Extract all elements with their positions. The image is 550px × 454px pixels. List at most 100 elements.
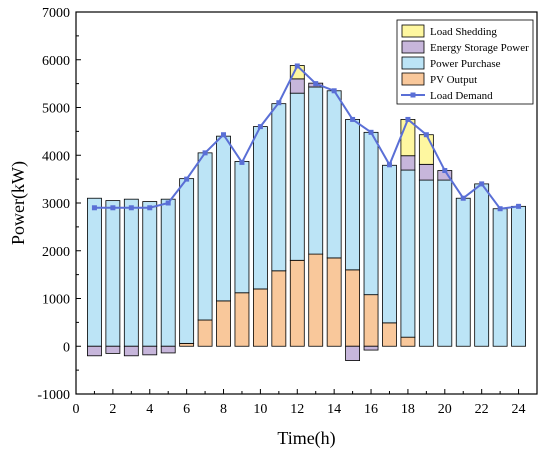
load-demand-point-t10 (257, 124, 263, 130)
load-demand-point-t5 (165, 200, 171, 206)
bar-pv-output-t7 (197, 319, 213, 347)
bar-energy-storage-power-t3 (123, 345, 139, 357)
y-axis-title: Power(kW) (8, 161, 29, 245)
bar-load-shedding-t18 (400, 119, 416, 157)
bar-power-purchase-t19 (418, 179, 434, 347)
bar-pv-output-t14 (326, 257, 342, 347)
bar-power-purchase-t23 (492, 208, 508, 347)
y-tick-label: 2000 (42, 245, 70, 260)
bar-power-purchase-t9 (234, 161, 250, 294)
y-tick-label: 1000 (42, 293, 70, 308)
load-demand-point-t18 (405, 116, 411, 122)
bar-power-purchase-t24 (511, 205, 526, 347)
load-demand-line-layer (91, 63, 522, 212)
legend-swatch-pv-output (401, 72, 425, 86)
x-tick-label: 14 (327, 402, 341, 417)
bar-energy-storage-power-t2 (105, 345, 121, 354)
bar-power-purchase-t8 (216, 135, 231, 302)
bar-pv-output-t9 (234, 292, 250, 347)
load-demand-point-t9 (239, 159, 245, 165)
load-demand-point-t2 (110, 205, 116, 211)
load-demand-point-t7 (202, 150, 208, 156)
bar-energy-storage-power-t1 (87, 345, 102, 357)
y-tick-label: 5000 (42, 102, 70, 117)
load-demand-point-t14 (331, 88, 337, 94)
legend-label-pv-output: PV Output (430, 74, 477, 86)
load-demand-point-t22 (479, 181, 485, 187)
load-demand-point-t3 (128, 205, 134, 211)
bar-power-purchase-t1 (87, 197, 102, 347)
bar-pv-output-t17 (382, 322, 397, 347)
y-tick-label: 0 (63, 340, 70, 355)
x-tick-label: 16 (364, 402, 378, 417)
bar-pv-output-t13 (308, 253, 324, 347)
bar-energy-storage-power-t19 (418, 163, 434, 181)
x-tick-label: 2 (109, 402, 116, 417)
y-tick-label: -1000 (37, 388, 70, 403)
load-demand-point-t11 (276, 100, 282, 106)
bar-power-purchase-t21 (455, 197, 471, 347)
bar-power-purchase-t3 (123, 198, 139, 347)
bars-layer (87, 65, 526, 361)
bar-energy-storage-power-t4 (142, 345, 158, 356)
x-tick-label: 20 (438, 402, 452, 417)
y-axis: -1000 0 1000 2000 3000 4000 5000 6000 7000 (37, 6, 81, 403)
x-axis-title: Time(h) (277, 428, 335, 449)
y-tick-label: 3000 (42, 197, 70, 212)
x-tick-label: 22 (475, 402, 489, 417)
bar-power-purchase-t7 (197, 152, 213, 321)
bar-power-purchase-t11 (271, 103, 287, 272)
bar-energy-storage-power-t5 (160, 345, 176, 354)
legend-swatch-load-shedding (401, 24, 425, 38)
y-tick-label: 6000 (42, 54, 70, 69)
legend-label-power-purchase: Power Purchase (430, 58, 501, 70)
legend: Load Shedding Energy Storage Power Power P… (396, 19, 534, 105)
load-demand-point-t1 (91, 205, 97, 211)
bar-power-purchase-t20 (437, 179, 453, 347)
load-demand-point-t21 (460, 195, 466, 201)
bar-energy-storage-power-t12 (289, 78, 305, 94)
bar-pv-output-t10 (252, 288, 268, 347)
x-tick-label: 10 (253, 402, 267, 417)
y-tick-label: 7000 (42, 6, 70, 21)
load-demand-point-t12 (294, 63, 300, 69)
load-demand-point-t16 (368, 129, 374, 135)
bar-power-purchase-t22 (474, 183, 490, 347)
load-demand-point-t17 (386, 162, 392, 168)
x-tick-label: 24 (512, 402, 526, 417)
bar-energy-storage-power-t18 (400, 155, 416, 171)
load-demand-point-t19 (423, 132, 429, 138)
load-demand-point-t13 (313, 81, 319, 87)
bar-power-purchase-t15 (345, 119, 361, 271)
legend-swatch-energy-storage-power (401, 40, 425, 54)
legend-label-load-shedding: Load Shedding (430, 26, 497, 38)
x-axis: 0 2 4 6 8 10 12 14 16 18 20 22 24 (73, 389, 526, 417)
bar-power-purchase-t4 (142, 201, 158, 347)
load-demand-point-t15 (350, 116, 356, 122)
x-tick-label: 18 (401, 402, 415, 417)
bar-power-purchase-t12 (289, 92, 305, 261)
bar-load-shedding-t19 (418, 134, 434, 165)
x-tick-label: 4 (146, 402, 153, 417)
x-tick-label: 0 (73, 402, 80, 417)
bar-power-purchase-t10 (252, 126, 268, 290)
bar-power-purchase-t18 (400, 169, 416, 338)
x-tick-label: 12 (290, 402, 304, 417)
bar-pv-output-t12 (289, 259, 305, 347)
bar-power-purchase-t13 (308, 86, 324, 255)
bar-power-purchase-t2 (105, 200, 121, 347)
bar-power-purchase-t16 (363, 131, 379, 296)
bar-energy-storage-power-t15 (345, 345, 361, 361)
x-tick-label: 8 (220, 402, 227, 417)
bar-pv-output-t16 (363, 294, 379, 347)
load-demand-point-t6 (184, 176, 190, 182)
bar-energy-storage-power-t16 (363, 345, 379, 351)
bar-pv-output-t6 (179, 342, 195, 347)
bar-power-purchase-t17 (382, 164, 397, 324)
legend-label-load-demand: Load Demand (430, 90, 493, 102)
load-demand-line (94, 64, 519, 210)
load-demand-point-t4 (147, 205, 153, 211)
bar-pv-output-t11 (271, 270, 287, 347)
load-demand-point-t23 (497, 206, 503, 212)
